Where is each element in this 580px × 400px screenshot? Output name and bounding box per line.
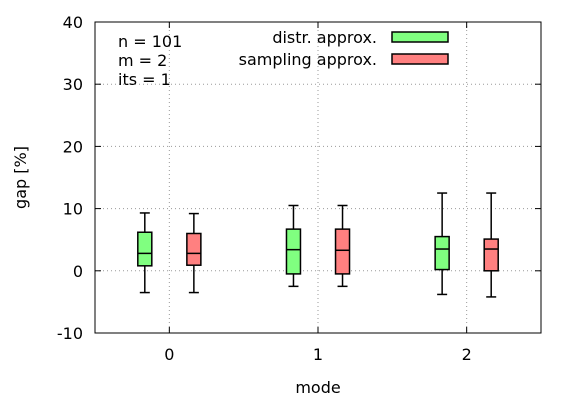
y-tick-label: 20 <box>63 137 83 156</box>
y-tick-label: 40 <box>63 13 83 32</box>
legend: distr. approx. sampling approx. <box>239 28 449 69</box>
legend-swatch <box>391 31 449 43</box>
x-tick-label: 2 <box>462 345 472 364</box>
x-tick-label: 1 <box>313 345 323 364</box>
x-tick-label: 0 <box>164 345 174 364</box>
box-0-2 <box>434 192 450 296</box>
annotation-text: m = 2 <box>118 51 167 70</box>
box-series <box>137 192 499 298</box>
iqr-box <box>285 228 302 275</box>
y-tick-label: 0 <box>73 262 83 281</box>
box-0-0 <box>137 212 153 294</box>
iqr-box <box>186 232 202 266</box>
legend-label: sampling approx. <box>239 50 377 69</box>
y-tick-label: 10 <box>63 200 83 219</box>
iqr-box <box>137 231 153 267</box>
box-0-1 <box>285 204 302 288</box>
box-1-1 <box>334 204 351 288</box>
y-tick-label: 30 <box>63 75 83 94</box>
box-1-0 <box>186 212 202 294</box>
annotation-text: its = 1 <box>118 70 171 89</box>
legend-label: distr. approx. <box>272 28 377 47</box>
y-axis-label: gap [%] <box>11 146 30 209</box>
annotation-text: n = 101 <box>118 32 182 51</box>
iqr-box <box>434 235 450 271</box>
iqr-box <box>483 238 499 272</box>
y-tick-label: -10 <box>57 324 83 343</box>
axis-ticks: -10 0 10 20 30 40 0 1 2 <box>57 13 541 364</box>
iqr-box <box>334 228 351 275</box>
legend-swatch <box>391 53 449 65</box>
x-axis-label: mode <box>295 378 340 397</box>
box-1-2 <box>483 192 499 298</box>
